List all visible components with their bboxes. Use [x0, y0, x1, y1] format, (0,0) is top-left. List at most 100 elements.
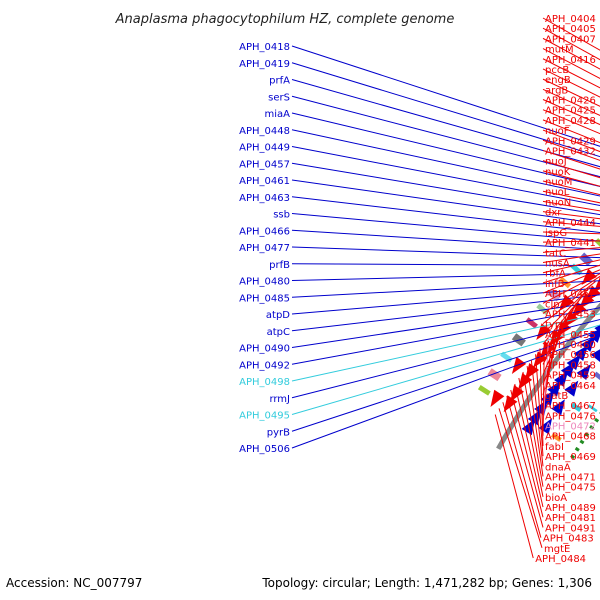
backbone-arc [496, 302, 600, 451]
rna-feature-bands [587, 404, 598, 413]
reverse-gene-mark [560, 361, 576, 378]
cog-block [550, 432, 562, 442]
leader-line [542, 221, 600, 227]
gene-label: nuoK [545, 167, 571, 178]
cog-block [487, 368, 502, 382]
gene-label: dnaA [545, 462, 571, 473]
genome-summary: Topology: circular; Length: 1,471,282 bp… [261, 576, 592, 590]
leader-line [514, 383, 544, 508]
leader-line [291, 112, 600, 187]
cog-block [594, 238, 600, 247]
cog-block [593, 371, 600, 381]
gene-label: rrmJ [269, 394, 290, 405]
leader-line [542, 170, 600, 187]
leader-line [291, 319, 600, 399]
gene-label: APH_0432 [545, 146, 596, 157]
leader-line [542, 253, 600, 264]
leader-line [542, 336, 550, 426]
leader-line [291, 272, 600, 281]
gene-label: APH_0490 [239, 344, 290, 355]
gene-label: infB [545, 279, 565, 290]
gene-label: APH_0426 [545, 96, 596, 107]
leader-line [542, 48, 600, 79]
reverse-gene-mark [588, 328, 600, 343]
leader-line [542, 211, 600, 220]
leader-line [291, 45, 600, 147]
leader-line [522, 371, 544, 487]
label-leader-lines [291, 17, 600, 559]
reverse-gene-mark [551, 399, 565, 416]
gene-label: APH_0404 [545, 14, 596, 25]
gene-label: typA [545, 320, 568, 331]
gene-label: engB [545, 75, 571, 86]
gene-label: APH_0461 [239, 176, 290, 187]
gene-label: APH_0455 [545, 330, 596, 341]
leader-line [542, 119, 600, 144]
gene-label: prfB [269, 260, 290, 271]
leader-line [526, 365, 544, 477]
reverse-gene-mark [547, 380, 562, 397]
gene-label: APH_0475 [545, 483, 596, 494]
forward-gene-mark [511, 356, 527, 374]
reverse-gene-mark [554, 370, 569, 387]
leader-line [291, 229, 600, 251]
leader-line [542, 200, 600, 212]
leader-line [542, 247, 600, 253]
gene-label: APH_0467 [545, 401, 596, 412]
cog-block [477, 385, 491, 396]
gene-label: nuoL [545, 187, 570, 198]
leader-line [542, 68, 600, 98]
leader-line [291, 294, 600, 332]
cog-block [570, 402, 582, 413]
gene-label: APH_0449 [239, 143, 290, 154]
leader-line [535, 354, 544, 457]
gene-label: nusA [545, 259, 570, 270]
gene-label: APH_0460 [545, 340, 596, 351]
gene-label: APH_0459 [545, 371, 596, 382]
gene-label: APH_0483 [543, 534, 594, 545]
gene-label: APH_0469 [545, 452, 596, 463]
gene-label: APH_0407 [545, 34, 596, 45]
gene-label: APH_0428 [545, 116, 596, 127]
gene-label: bioA [545, 493, 567, 504]
leader-line [542, 286, 591, 335]
leader-line [542, 190, 600, 204]
leader-line [291, 162, 600, 216]
reverse-gene-mark [590, 349, 600, 362]
gene-label: APH_0458 [545, 360, 596, 371]
leader-line [539, 348, 544, 446]
leader-line [291, 280, 600, 298]
ruler-ticks: 440 kbp460 kbp480 kbp500 kbp520 kbp540 k… [570, 411, 600, 459]
leader-line [542, 17, 600, 51]
ruler-tick [570, 454, 576, 459]
leader-line [494, 414, 534, 559]
gene-label: pccB [545, 65, 569, 76]
gene-label: APH_0472 [545, 422, 596, 433]
leader-line [542, 273, 600, 304]
leader-line [542, 259, 600, 274]
gene-label: APH_0495 [239, 411, 290, 422]
forward-gene-mark [579, 292, 595, 309]
gene-label: mgtE [544, 544, 570, 555]
cog-block [547, 288, 562, 302]
gene-label: pyrB [267, 427, 290, 438]
gene-label: nuoM [545, 177, 572, 188]
gene-label: APH_0457 [239, 159, 290, 170]
leader-line [542, 275, 600, 314]
ruler-tick [594, 417, 600, 423]
forward-gene-mark [571, 301, 587, 319]
gene-label: APH_0416 [545, 55, 596, 66]
leader-line [291, 307, 600, 365]
gene-label: nuoF [545, 126, 570, 137]
gene-label: APH_0476 [545, 411, 596, 422]
gene-labels: APH_0418 APH_0419 prfA serS miaA APH_0448 APH_… [239, 14, 596, 565]
gene-label: APH_0468 [545, 432, 596, 443]
gene-label: APH_0463 [239, 193, 290, 204]
leader-line [291, 62, 600, 158]
gene-label: APH_0448 [239, 126, 290, 137]
forward-gene-mark [563, 311, 579, 328]
leader-line [542, 27, 600, 61]
gene-label: nuoN [545, 197, 571, 208]
